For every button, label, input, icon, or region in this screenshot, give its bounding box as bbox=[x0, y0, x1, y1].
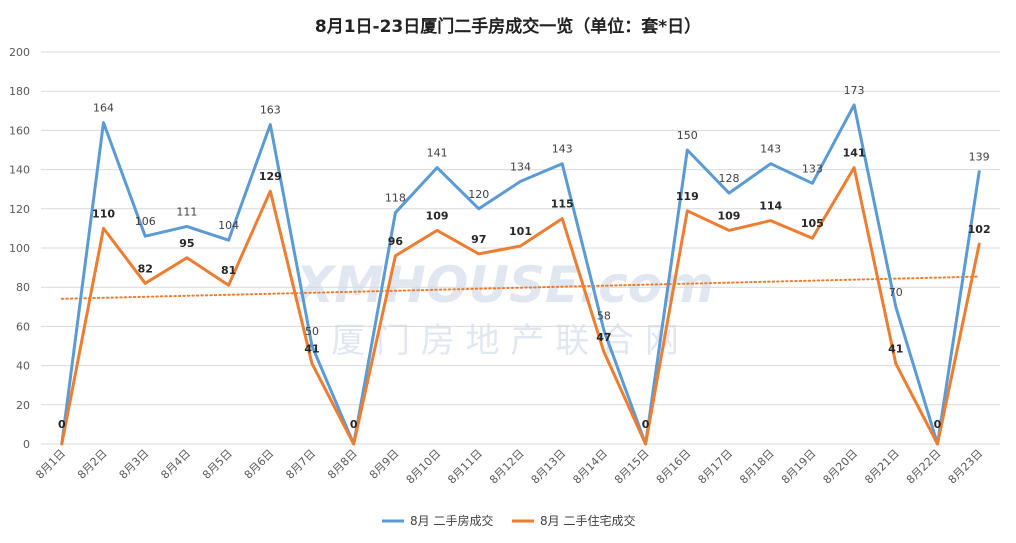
data-label-series-1: 141 bbox=[427, 147, 448, 160]
data-label-series-2: 119 bbox=[676, 190, 699, 203]
data-label-series-1: 143 bbox=[552, 143, 573, 156]
y-tick-label: 0 bbox=[23, 438, 30, 451]
series-line-1 bbox=[60, 103, 981, 446]
data-labels: 0 164 106 111 104 163 50 0 118 141 120 134 143 58 0 150… bbox=[58, 84, 991, 431]
data-label-series-1: 173 bbox=[844, 84, 865, 97]
chart-title: 8月1日-23日厦门二手房成交一览（单位：套*日） bbox=[315, 16, 701, 37]
data-label-series-2: 82 bbox=[138, 262, 153, 275]
data-label-series-2: 96 bbox=[388, 235, 404, 248]
data-label-series-2: 114 bbox=[759, 200, 782, 213]
y-tick-label: 40 bbox=[16, 360, 30, 373]
y-tick-label: 20 bbox=[16, 399, 30, 412]
y-tick-label: 80 bbox=[16, 281, 30, 294]
data-label-series-1: 128 bbox=[718, 172, 739, 185]
y-tick-label: 200 bbox=[9, 46, 30, 59]
y-tick-label: 160 bbox=[9, 124, 30, 137]
data-label-series-1: 58 bbox=[597, 309, 611, 322]
data-label-series-2: 141 bbox=[843, 147, 866, 160]
data-label-series-2: 41 bbox=[888, 343, 903, 356]
data-label-series-1: 120 bbox=[468, 188, 489, 201]
y-tick-label: 100 bbox=[9, 242, 30, 255]
y-tick-label: 140 bbox=[9, 164, 30, 177]
legend-label-1: 8月 二手房成交 bbox=[410, 513, 493, 528]
series-lines bbox=[60, 103, 981, 446]
data-label-series-2: 81 bbox=[221, 264, 236, 277]
legend-label-2: 8月 二手住宅成交 bbox=[540, 513, 635, 528]
data-label-series-2: 102 bbox=[968, 223, 991, 236]
legend: 8月 二手房成交 8月 二手住宅成交 bbox=[382, 513, 635, 528]
data-label-series-2: 41 bbox=[304, 343, 319, 356]
data-label-series-1: 111 bbox=[176, 205, 197, 218]
data-label-series-2: 47 bbox=[596, 331, 611, 344]
data-label-series-1: 134 bbox=[510, 160, 531, 173]
data-label-series-2: 0 bbox=[642, 418, 650, 431]
data-label-series-2: 101 bbox=[509, 225, 532, 238]
y-axis: 0 20 40 60 80 100 120 140 160 180 200 bbox=[9, 46, 30, 451]
watermark-logo: XMHOUSE.com 厦 门 房 地 产 联 合 网 bbox=[293, 256, 715, 361]
data-label-series-2: 129 bbox=[259, 170, 282, 183]
data-label-series-1: 164 bbox=[93, 102, 114, 115]
y-tick-label: 120 bbox=[9, 203, 30, 216]
data-label-series-2: 105 bbox=[801, 217, 824, 230]
data-label-series-1: 0 bbox=[350, 418, 357, 431]
data-label-series-1: 104 bbox=[218, 219, 239, 232]
data-label-series-2: 97 bbox=[471, 233, 486, 246]
data-label-series-1: 0 bbox=[58, 418, 65, 431]
trendline-path bbox=[60, 275, 981, 300]
grid bbox=[41, 51, 1000, 445]
data-label-series-2: 0 bbox=[350, 418, 358, 431]
data-label-series-1: 143 bbox=[760, 143, 781, 156]
data-label-series-2: 95 bbox=[179, 237, 194, 250]
y-tick-label: 180 bbox=[9, 85, 30, 98]
data-label-series-1: 0 bbox=[934, 418, 941, 431]
series-line-2 bbox=[60, 166, 981, 446]
y-tick-label: 60 bbox=[16, 320, 30, 333]
data-label-series-1: 163 bbox=[260, 104, 281, 117]
data-label-series-2: 0 bbox=[934, 418, 942, 431]
data-label-series-2: 115 bbox=[551, 198, 574, 211]
watermark-cn: 厦 门 房 地 产 联 合 网 bbox=[331, 321, 679, 361]
data-label-series-1: 0 bbox=[642, 418, 649, 431]
data-label-series-1: 118 bbox=[385, 192, 406, 205]
data-label-series-2: 109 bbox=[717, 209, 740, 222]
trendline bbox=[60, 275, 981, 300]
data-label-series-1: 106 bbox=[135, 215, 156, 228]
data-label-series-2: 110 bbox=[92, 207, 115, 220]
data-label-series-1: 70 bbox=[889, 286, 903, 299]
data-label-series-2: 0 bbox=[58, 418, 66, 431]
data-label-series-1: 150 bbox=[677, 129, 698, 142]
data-label-series-2: 109 bbox=[426, 209, 449, 222]
data-label-series-1: 133 bbox=[802, 162, 823, 175]
data-label-series-1: 139 bbox=[969, 151, 990, 164]
data-label-series-1: 50 bbox=[305, 325, 319, 338]
